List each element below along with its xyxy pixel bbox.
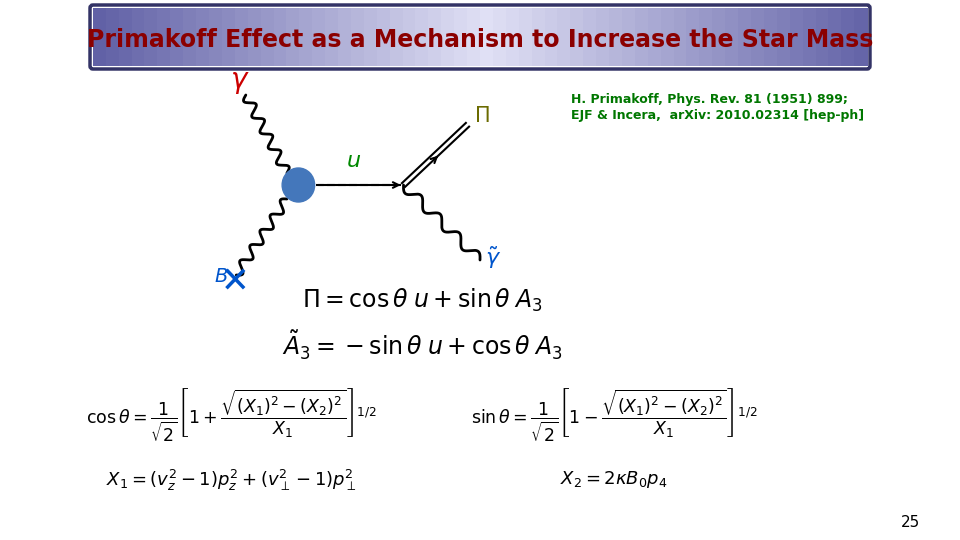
Bar	[286, 8, 300, 66]
Bar	[609, 8, 623, 66]
Circle shape	[282, 168, 315, 202]
Bar	[841, 8, 855, 66]
Bar	[442, 8, 455, 66]
Bar	[300, 8, 313, 66]
Text: $\cos\theta = \dfrac{1}{\sqrt{2}}\left[1 + \dfrac{\sqrt{(X_1)^2-(X_2)^2}}{X_1}\r: $\cos\theta = \dfrac{1}{\sqrt{2}}\left[1…	[86, 387, 377, 443]
Bar	[738, 8, 752, 66]
Bar	[622, 8, 636, 66]
Bar	[492, 8, 507, 66]
Bar	[170, 8, 184, 66]
Bar	[764, 8, 778, 66]
Text: $B$: $B$	[214, 267, 228, 286]
Text: EJF & Incera,  arXiv: 2010.02314 [hep-ph]: EJF & Incera, arXiv: 2010.02314 [hep-ph]	[571, 109, 864, 122]
Bar	[518, 8, 533, 66]
Bar	[596, 8, 610, 66]
Bar	[712, 8, 726, 66]
Bar	[544, 8, 559, 66]
Bar	[428, 8, 443, 66]
Bar	[183, 8, 197, 66]
Bar	[248, 8, 261, 66]
Bar	[209, 8, 223, 66]
Text: $\tilde{A}_3 = -\sin\theta\; u + \cos\theta\; A_3$: $\tilde{A}_3 = -\sin\theta\; u + \cos\th…	[282, 328, 564, 361]
Bar	[145, 8, 158, 66]
Bar	[660, 8, 675, 66]
Bar	[364, 8, 377, 66]
Bar	[803, 8, 816, 66]
Bar	[416, 8, 429, 66]
Bar	[312, 8, 326, 66]
Text: $\gamma$: $\gamma$	[229, 68, 250, 96]
Bar	[157, 8, 171, 66]
Text: $X_1 = (v_z^2-1)p_z^2 + (v_\perp^2-1)p_\perp^2$: $X_1 = (v_z^2-1)p_z^2 + (v_\perp^2-1)p_\…	[107, 468, 357, 492]
Text: $\sin\theta = \dfrac{1}{\sqrt{2}}\left[1 - \dfrac{\sqrt{(X_1)^2-(X_2)^2}}{X_1}\r: $\sin\theta = \dfrac{1}{\sqrt{2}}\left[1…	[470, 387, 757, 443]
Bar	[93, 8, 107, 66]
Bar	[570, 8, 585, 66]
Bar	[648, 8, 661, 66]
Text: 25: 25	[900, 515, 920, 530]
Bar	[468, 8, 481, 66]
Bar	[854, 8, 868, 66]
Bar	[532, 8, 545, 66]
Bar	[235, 8, 249, 66]
Bar	[402, 8, 417, 66]
Bar	[790, 8, 804, 66]
Bar	[196, 8, 210, 66]
Bar	[222, 8, 236, 66]
Bar	[106, 8, 120, 66]
Text: H. Primakoff, Phys. Rev. 81 (1951) 899;: H. Primakoff, Phys. Rev. 81 (1951) 899;	[571, 93, 848, 106]
Bar	[674, 8, 687, 66]
Text: $X_2 = 2\kappa B_0 p_4$: $X_2 = 2\kappa B_0 p_4$	[560, 469, 667, 490]
Bar	[390, 8, 403, 66]
Bar	[454, 8, 468, 66]
Bar	[376, 8, 391, 66]
Bar	[635, 8, 649, 66]
Bar	[815, 8, 829, 66]
Text: Primakoff Effect as a Mechanism to Increase the Star Mass: Primakoff Effect as a Mechanism to Incre…	[86, 28, 874, 52]
Text: $\Pi = \cos\theta\; u + \sin\theta\; A_3$: $\Pi = \cos\theta\; u + \sin\theta\; A_3…	[302, 286, 543, 314]
Bar	[260, 8, 275, 66]
Bar	[274, 8, 287, 66]
Bar	[686, 8, 701, 66]
Text: $u$: $u$	[347, 151, 361, 171]
Bar	[828, 8, 842, 66]
Bar	[338, 8, 352, 66]
Text: $\tilde{\gamma}$: $\tilde{\gamma}$	[485, 245, 501, 271]
Bar	[506, 8, 519, 66]
Bar	[725, 8, 739, 66]
Bar	[119, 8, 132, 66]
Bar	[132, 8, 146, 66]
Bar	[777, 8, 791, 66]
Bar	[751, 8, 765, 66]
Bar	[700, 8, 713, 66]
Bar	[325, 8, 339, 66]
Bar	[480, 8, 493, 66]
Bar	[584, 8, 597, 66]
Bar	[351, 8, 365, 66]
Bar	[558, 8, 571, 66]
Text: $\Pi$: $\Pi$	[474, 106, 490, 126]
